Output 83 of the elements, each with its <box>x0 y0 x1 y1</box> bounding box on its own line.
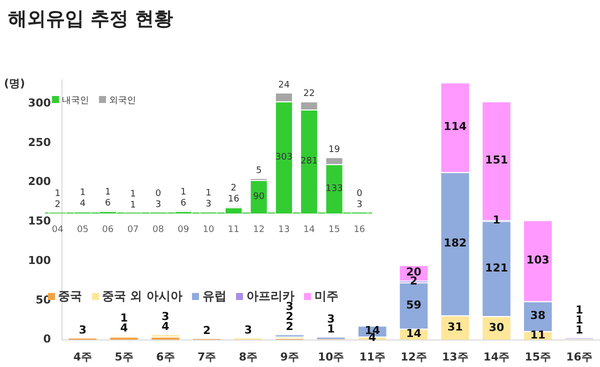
data-label: 16 <box>228 194 240 204</box>
data-label: 22 <box>303 89 315 100</box>
data-label: 121 <box>485 261 508 274</box>
data-label: 0 <box>356 188 363 199</box>
y-tick-label: 250 <box>28 136 52 149</box>
data-label: 30 <box>488 320 505 334</box>
data-label: 303 <box>275 152 293 163</box>
legend-label: 미주 <box>313 288 338 305</box>
x-tick-label: 11주 <box>359 350 386 364</box>
data-label: 1 <box>180 187 186 198</box>
legend-label: 아프리카 <box>245 288 294 303</box>
data-label: 59 <box>406 298 422 312</box>
data-label: 1 <box>54 188 60 199</box>
data-label: 11 <box>530 328 546 342</box>
data-label: 31 <box>447 320 463 334</box>
y-tick-label: 200 <box>28 175 52 188</box>
x-tick-label: 05 <box>77 224 88 235</box>
data-label: 1 <box>130 189 136 200</box>
x-tick-label: 13주 <box>442 350 468 364</box>
x-tick-label: 07 <box>127 224 139 235</box>
x-tick-label: 15주 <box>524 350 552 364</box>
x-tick-label: 13 <box>278 224 290 235</box>
legend-label: 중국 외 아시아 <box>101 288 182 305</box>
chart-title: 해외유입 추정 현황 <box>8 7 174 32</box>
x-tick-label: 4주 <box>73 350 92 364</box>
legend-label: 유럽 <box>201 288 226 305</box>
x-tick-label: 9주 <box>280 350 299 364</box>
data-label: 5 <box>256 166 262 176</box>
data-label: 6 <box>105 198 112 208</box>
y-tick-label: 150 <box>28 214 52 228</box>
data-label: 14 <box>406 327 422 340</box>
legend-label: 중국 <box>58 289 82 303</box>
x-tick-label: 14 <box>303 224 316 235</box>
data-label: 38 <box>530 309 546 322</box>
data-label: 2 <box>54 200 60 210</box>
x-tick-label: 10 <box>202 224 214 235</box>
data-label: 3 <box>356 200 362 210</box>
data-label: 2 <box>230 183 237 194</box>
data-label: 133 <box>326 184 343 194</box>
x-tick-label: 11 <box>228 224 240 235</box>
data-label: 151 <box>485 154 508 167</box>
x-tick-label: 06 <box>102 224 114 235</box>
x-tick-label: 8주 <box>238 350 258 364</box>
x-tick-label: 12주 <box>400 350 427 364</box>
x-tick-label: 7주 <box>197 350 216 364</box>
y-tick-label: 100 <box>28 254 52 267</box>
data-label: 114 <box>444 120 467 134</box>
legend-label: 외국인 <box>108 95 136 107</box>
y-tick-label: 300 <box>28 96 52 110</box>
x-tick-label: 04 <box>52 224 64 235</box>
x-tick-label: 16주 <box>566 350 592 364</box>
data-label: 0 <box>155 188 162 199</box>
x-tick-label: 14주 <box>483 350 510 364</box>
data-label: 24 <box>278 80 290 90</box>
data-label: 2 <box>286 320 294 334</box>
data-label: 3 <box>78 323 86 336</box>
x-tick-label: 09 <box>178 224 190 235</box>
data-label: 4 <box>80 199 86 210</box>
data-label: 3 <box>244 323 252 336</box>
x-tick-label: 16 <box>354 224 366 235</box>
data-label: 3 <box>206 200 212 210</box>
data-label: 182 <box>444 236 467 250</box>
x-tick-label: 08 <box>152 224 164 235</box>
data-label: 1 <box>105 187 111 198</box>
data-label: 103 <box>526 254 550 267</box>
x-tick-label: 12 <box>253 224 265 235</box>
data-label: 2 <box>202 324 211 338</box>
data-label: 90 <box>253 192 265 202</box>
data-label: 6 <box>180 198 186 208</box>
data-label: 3 <box>155 200 162 210</box>
data-label: 1 <box>206 188 212 199</box>
data-label: 281 <box>300 156 318 167</box>
y-tick-label: 0 <box>43 332 52 346</box>
data-label: 1 <box>80 188 86 198</box>
x-tick-label: 5주 <box>114 350 134 364</box>
x-tick-label: 6주 <box>156 350 175 364</box>
data-label: 1 <box>130 200 136 210</box>
x-tick-label: 10주 <box>318 350 344 364</box>
data-label: 19 <box>328 144 340 155</box>
legend-label: 내국인 <box>61 95 89 107</box>
x-tick-label: 15 <box>328 224 340 235</box>
y-axis-title: (명) <box>4 76 26 91</box>
data-label: 1 <box>492 213 500 226</box>
